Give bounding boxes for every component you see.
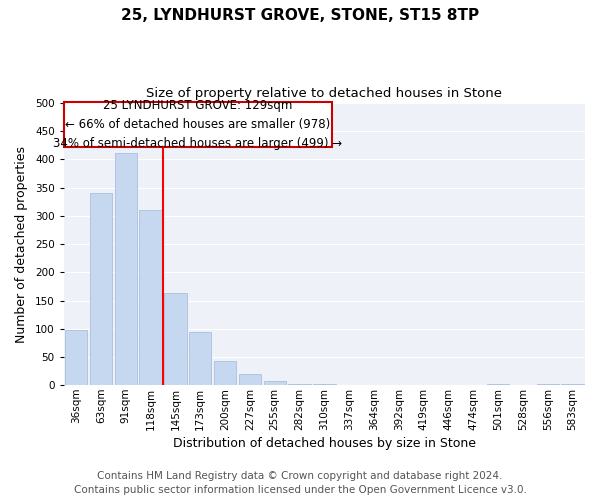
- Bar: [289, 384, 311, 385]
- FancyBboxPatch shape: [64, 102, 332, 147]
- Title: Size of property relative to detached houses in Stone: Size of property relative to detached ho…: [146, 88, 502, 101]
- Text: 25, LYNDHURST GROVE, STONE, ST15 8TP: 25, LYNDHURST GROVE, STONE, ST15 8TP: [121, 8, 479, 22]
- Bar: [487, 384, 509, 385]
- Bar: [65, 330, 88, 385]
- Text: Contains HM Land Registry data © Crown copyright and database right 2024.
Contai: Contains HM Land Registry data © Crown c…: [74, 471, 526, 495]
- Bar: [189, 332, 211, 385]
- Bar: [313, 384, 335, 385]
- Bar: [115, 154, 137, 385]
- Y-axis label: Number of detached properties: Number of detached properties: [15, 146, 28, 342]
- Bar: [214, 362, 236, 385]
- Bar: [263, 380, 286, 385]
- Bar: [239, 374, 261, 385]
- Bar: [90, 193, 112, 385]
- Bar: [536, 384, 559, 385]
- Bar: [139, 210, 162, 385]
- Bar: [164, 293, 187, 385]
- X-axis label: Distribution of detached houses by size in Stone: Distribution of detached houses by size …: [173, 437, 476, 450]
- Text: 25 LYNDHURST GROVE: 129sqm
← 66% of detached houses are smaller (978)
34% of sem: 25 LYNDHURST GROVE: 129sqm ← 66% of deta…: [53, 99, 343, 150]
- Bar: [562, 384, 584, 385]
